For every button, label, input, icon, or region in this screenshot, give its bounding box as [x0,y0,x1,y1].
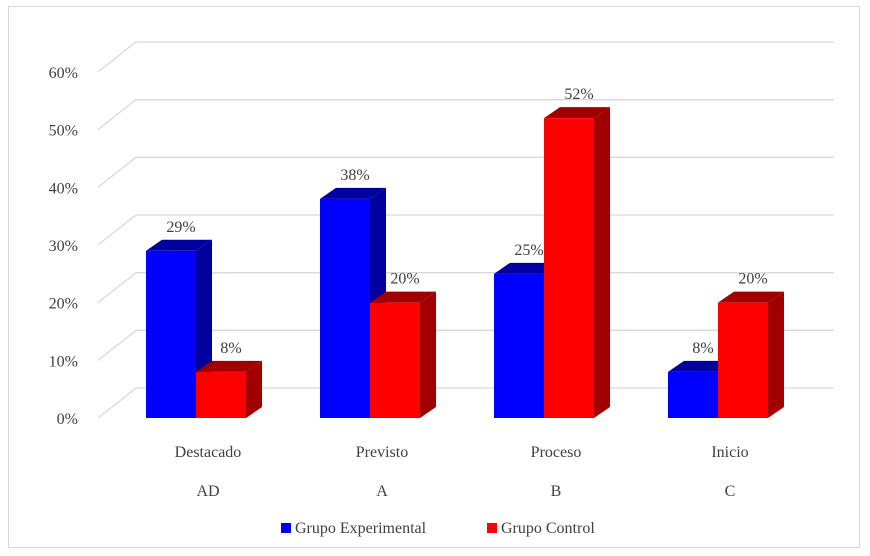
bar-front [320,198,370,418]
category-label: Proceso [531,444,582,461]
category-code-label: C [725,483,736,500]
bar-top [718,291,784,303]
category-label: Previsto [356,444,408,461]
legend-label: Grupo Control [501,520,595,537]
category-label: Destacado [175,444,242,461]
bar-front [494,273,544,418]
bar-side [594,107,610,418]
bar-side [768,291,784,418]
y-tick-label: 30% [49,238,78,255]
data-label: 25% [514,242,543,259]
legend-swatch [281,523,291,533]
bar-front [718,302,768,418]
bar [718,291,784,418]
bar-top [320,187,386,199]
y-tick-label: 60% [49,65,78,82]
bar-front [668,371,718,418]
y-tick-label: 10% [49,353,78,370]
bar-top [146,239,212,251]
bar-front [544,118,594,418]
legend-label: Grupo Experimental [295,520,427,537]
bar-side [246,360,262,418]
gridline [97,99,834,131]
bar-front [370,302,420,418]
data-label: 38% [340,167,369,184]
bar-top [370,291,436,303]
bar-front [146,250,196,418]
x-axis-labels: Destacado AD Previsto A Proceso B Inicio C [175,444,749,500]
data-label: 8% [692,340,713,357]
bar-top [494,262,560,274]
bar-side [420,291,436,418]
category-code-label: B [551,483,562,500]
y-tick-label: 0% [57,411,78,428]
category-label: Inicio [711,444,748,461]
data-label: 8% [220,340,241,357]
category-code-label: A [376,483,388,500]
data-label: 20% [738,271,767,288]
bar-front [196,371,246,418]
bar-top [544,107,610,119]
bar [370,291,436,418]
bar [320,187,386,418]
gridline [97,156,834,188]
y-tick-label: 20% [49,296,78,313]
data-label: 52% [564,86,593,103]
legend-swatch [487,523,497,533]
bar-top [668,360,734,372]
bar-top [196,360,262,372]
y-tick-label: 40% [49,180,78,197]
bar [196,360,262,418]
data-label: 29% [166,219,195,236]
y-axis-ticks: 0% 10% 20% 30% 40% 50% 60% [49,65,78,428]
data-labels: 29% 8% 38% 20% 25% 52% 8% 20% [166,86,767,357]
gridline [97,41,834,73]
bars [146,107,784,418]
data-label: 20% [390,271,419,288]
bar [544,107,610,418]
y-tick-label: 50% [49,123,78,140]
legend: Grupo Experimental Grupo Control [281,520,595,537]
category-code-label: AD [196,483,219,500]
